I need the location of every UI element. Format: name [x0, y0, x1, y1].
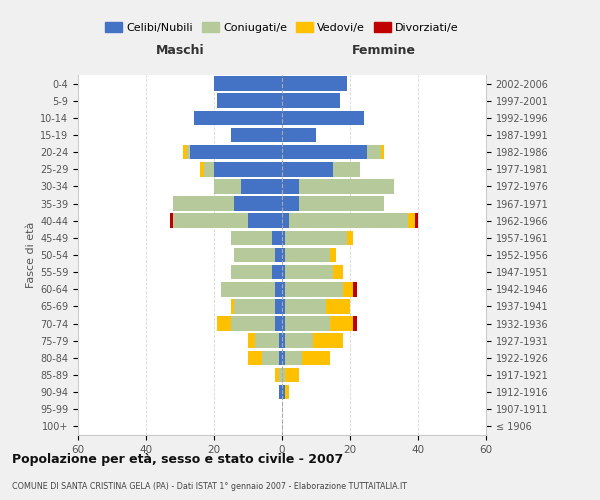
Bar [286, 265, 333, 280]
Bar [408, 214, 415, 228]
Bar [282, 196, 299, 211]
Bar [248, 214, 282, 228]
Bar [184, 145, 187, 160]
Bar [286, 334, 313, 348]
Bar [278, 368, 282, 382]
Bar [282, 230, 286, 245]
Bar [353, 316, 357, 331]
Bar [282, 350, 286, 365]
Bar [326, 299, 350, 314]
Bar [200, 162, 204, 176]
Bar [235, 248, 275, 262]
Bar [282, 179, 299, 194]
Bar [333, 162, 360, 176]
Bar [275, 368, 278, 382]
Bar [173, 214, 248, 228]
Bar [275, 299, 282, 314]
Bar [299, 179, 394, 194]
Bar [262, 350, 278, 365]
Bar [282, 282, 286, 296]
Bar [282, 214, 289, 228]
Y-axis label: Fasce di età: Fasce di età [26, 222, 36, 288]
Text: Femmine: Femmine [352, 44, 416, 58]
Bar [282, 110, 364, 125]
Bar [282, 94, 340, 108]
Bar [278, 334, 282, 348]
Bar [299, 196, 384, 211]
Bar [255, 334, 278, 348]
Text: Maschi: Maschi [155, 44, 205, 58]
Bar [343, 282, 353, 296]
Bar [353, 282, 357, 296]
Bar [282, 248, 286, 262]
Bar [275, 248, 282, 262]
Bar [235, 299, 275, 314]
Bar [194, 110, 282, 125]
Bar [275, 316, 282, 331]
Bar [286, 230, 347, 245]
Bar [214, 76, 282, 91]
Bar [241, 179, 282, 194]
Bar [187, 145, 190, 160]
Bar [286, 350, 302, 365]
Bar [221, 282, 275, 296]
Bar [329, 248, 337, 262]
Bar [282, 316, 286, 331]
Bar [231, 230, 272, 245]
Bar [170, 214, 173, 228]
Bar [272, 265, 282, 280]
Bar [282, 128, 316, 142]
Bar [231, 265, 272, 280]
Bar [347, 230, 353, 245]
Bar [204, 162, 214, 176]
Bar [282, 145, 367, 160]
Bar [190, 145, 282, 160]
Bar [282, 299, 286, 314]
Bar [275, 282, 282, 296]
Bar [282, 265, 286, 280]
Bar [282, 385, 286, 400]
Bar [282, 162, 333, 176]
Bar [286, 368, 299, 382]
Bar [231, 128, 282, 142]
Bar [286, 282, 343, 296]
Bar [217, 94, 282, 108]
Text: Popolazione per età, sesso e stato civile - 2007: Popolazione per età, sesso e stato civil… [12, 452, 343, 466]
Bar [214, 179, 241, 194]
Bar [333, 265, 343, 280]
Bar [286, 385, 289, 400]
Bar [235, 196, 282, 211]
Bar [231, 299, 235, 314]
Bar [231, 316, 275, 331]
Bar [272, 230, 282, 245]
Bar [278, 385, 282, 400]
Bar [313, 334, 343, 348]
Bar [286, 316, 329, 331]
Bar [217, 316, 231, 331]
Bar [415, 214, 418, 228]
Bar [214, 162, 282, 176]
Bar [282, 76, 347, 91]
Bar [380, 145, 384, 160]
Bar [329, 316, 353, 331]
Bar [302, 350, 329, 365]
Bar [367, 145, 380, 160]
Legend: Celibi/Nubili, Coniugati/e, Vedovi/e, Divorziati/e: Celibi/Nubili, Coniugati/e, Vedovi/e, Di… [101, 18, 463, 37]
Bar [286, 248, 329, 262]
Bar [282, 368, 286, 382]
Bar [289, 214, 408, 228]
Bar [248, 350, 262, 365]
Bar [173, 196, 235, 211]
Text: COMUNE DI SANTA CRISTINA GELA (PA) - Dati ISTAT 1° gennaio 2007 - Elaborazione T: COMUNE DI SANTA CRISTINA GELA (PA) - Dat… [12, 482, 407, 491]
Bar [282, 334, 286, 348]
Bar [278, 350, 282, 365]
Bar [286, 299, 326, 314]
Bar [248, 334, 255, 348]
